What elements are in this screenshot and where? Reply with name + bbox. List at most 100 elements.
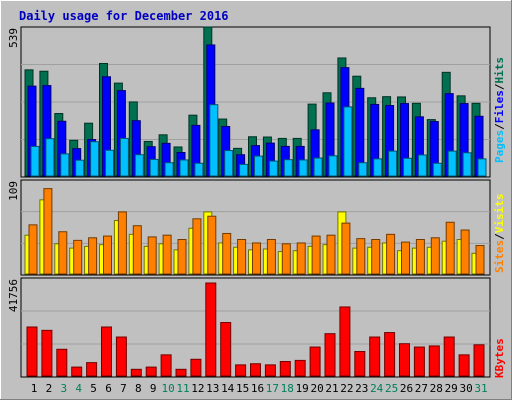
day-label-31: 31 — [474, 382, 487, 395]
kbytes-bar-24 — [369, 336, 381, 377]
pages-bar-17 — [268, 160, 278, 177]
day-label-20: 20 — [310, 382, 323, 395]
sites-bar-24 — [371, 239, 381, 275]
hits-y-max-label: 539 — [7, 28, 20, 48]
kbytes-bar-18 — [279, 361, 291, 377]
sites-bar-31 — [475, 245, 485, 275]
sites-bar-14 — [222, 232, 232, 275]
pages-bar-9 — [149, 158, 159, 177]
pages-bar-4 — [75, 159, 85, 177]
sites-bar-23 — [356, 238, 366, 275]
pages-bar-1 — [30, 145, 40, 177]
pages-bar-23 — [358, 162, 368, 177]
sites-bar-16 — [252, 242, 261, 275]
day-label-4: 4 — [75, 382, 82, 395]
kbytes-panel — [20, 277, 491, 378]
legend-visits: Visits — [493, 194, 506, 234]
sites-bar-6 — [103, 235, 112, 275]
pages-bar-16 — [254, 155, 263, 177]
kbytes-bar-15 — [235, 364, 247, 377]
kbytes-bar-21 — [324, 333, 336, 377]
day-label-13: 13 — [206, 382, 219, 395]
day-label-30: 30 — [459, 382, 472, 395]
pages-bar-8 — [134, 154, 144, 177]
legend-pages: Pages — [493, 130, 506, 163]
pages-bar-15 — [239, 163, 249, 177]
pages-bar-24 — [373, 158, 383, 177]
pages-bar-5 — [90, 141, 100, 177]
pages-bar-29 — [447, 150, 457, 177]
pages-bar-18 — [283, 159, 293, 177]
chart-title: Daily usage for December 2016 — [19, 9, 229, 23]
sites-bar-20 — [311, 235, 321, 275]
kbytes-bar-9 — [145, 366, 157, 377]
day-labels: 1 2 3 4 5 6 7 8 9 10 11 12 13 14 15 16 17 18 19 20 21 22 23 24 2… — [31, 382, 488, 395]
pages-bar-3 — [60, 153, 70, 177]
kbytes-bar-28 — [428, 345, 440, 377]
pages-bar-31 — [477, 158, 487, 177]
sites-bar-3 — [58, 231, 68, 275]
kbytes-bar-7 — [115, 336, 127, 377]
pages-bar-30 — [462, 152, 472, 177]
day-label-19: 19 — [296, 382, 309, 395]
day-label-5: 5 — [90, 382, 97, 395]
pages-bar-26 — [403, 157, 412, 177]
day-label-9: 9 — [150, 382, 157, 395]
kbytes-bar-25 — [384, 332, 396, 377]
sites-bar-7 — [117, 211, 127, 275]
day-label-6: 6 — [105, 382, 112, 395]
kbytes-bar-1 — [26, 326, 38, 377]
pages-bar-10 — [164, 162, 174, 177]
kbytes-bars — [26, 282, 485, 377]
legend-separator-1: / — [493, 123, 506, 130]
pages-bar-14 — [224, 150, 234, 177]
day-label-27: 27 — [415, 382, 428, 395]
day-label-8: 8 — [135, 382, 142, 395]
day-label-10: 10 — [161, 382, 174, 395]
sites-bar-25 — [386, 233, 396, 275]
kbytes-y-max-label: 41756 — [7, 279, 20, 312]
kbytes-bar-31 — [473, 344, 485, 377]
pages-bar-11 — [179, 159, 189, 177]
pages-bar-27 — [417, 154, 427, 177]
sites-bar-5 — [88, 237, 98, 275]
sites-bar-12 — [192, 218, 202, 275]
pages-bar-25 — [388, 150, 398, 177]
kbytes-bar-8 — [130, 368, 142, 377]
day-label-7: 7 — [120, 382, 127, 395]
kbytes-bar-19 — [294, 359, 306, 377]
sites-bar-18 — [281, 243, 291, 275]
day-label-18: 18 — [281, 382, 294, 395]
sites-bar-26 — [401, 241, 410, 275]
sites-bar-10 — [162, 234, 172, 275]
sites-bar-29 — [445, 221, 455, 275]
day-label-24: 24 — [370, 382, 384, 395]
kbytes-bar-10 — [160, 354, 172, 377]
sites-bar-30 — [460, 229, 470, 275]
day-label-21: 21 — [325, 382, 338, 395]
kbytes-bar-26 — [399, 343, 410, 377]
kbytes-bar-3 — [56, 348, 68, 377]
sites-bar-19 — [296, 242, 306, 275]
kbytes-bar-29 — [443, 336, 455, 377]
pages-bar-13 — [209, 104, 219, 177]
kbytes-bar-27 — [413, 346, 425, 377]
sites-visits-bars — [24, 188, 485, 275]
kbytes-bar-14 — [220, 322, 232, 377]
sites-bar-15 — [237, 239, 247, 275]
kbytes-bar-16 — [250, 363, 261, 377]
pages-bar-21 — [328, 155, 338, 177]
pages-bar-2 — [45, 138, 55, 177]
legend-separator-2: / — [493, 83, 506, 90]
sites-bar-22 — [341, 222, 351, 275]
day-label-14: 14 — [221, 382, 235, 395]
sites-bar-28 — [430, 237, 440, 275]
kbytes-bar-6 — [101, 326, 112, 377]
pages-bar-7 — [119, 137, 129, 177]
sites-bar-13 — [207, 215, 217, 275]
pages-bar-12 — [194, 162, 204, 177]
sites-bar-2 — [43, 188, 53, 275]
kbytes-bar-22 — [339, 306, 351, 377]
kbytes-bar-17 — [264, 364, 276, 377]
